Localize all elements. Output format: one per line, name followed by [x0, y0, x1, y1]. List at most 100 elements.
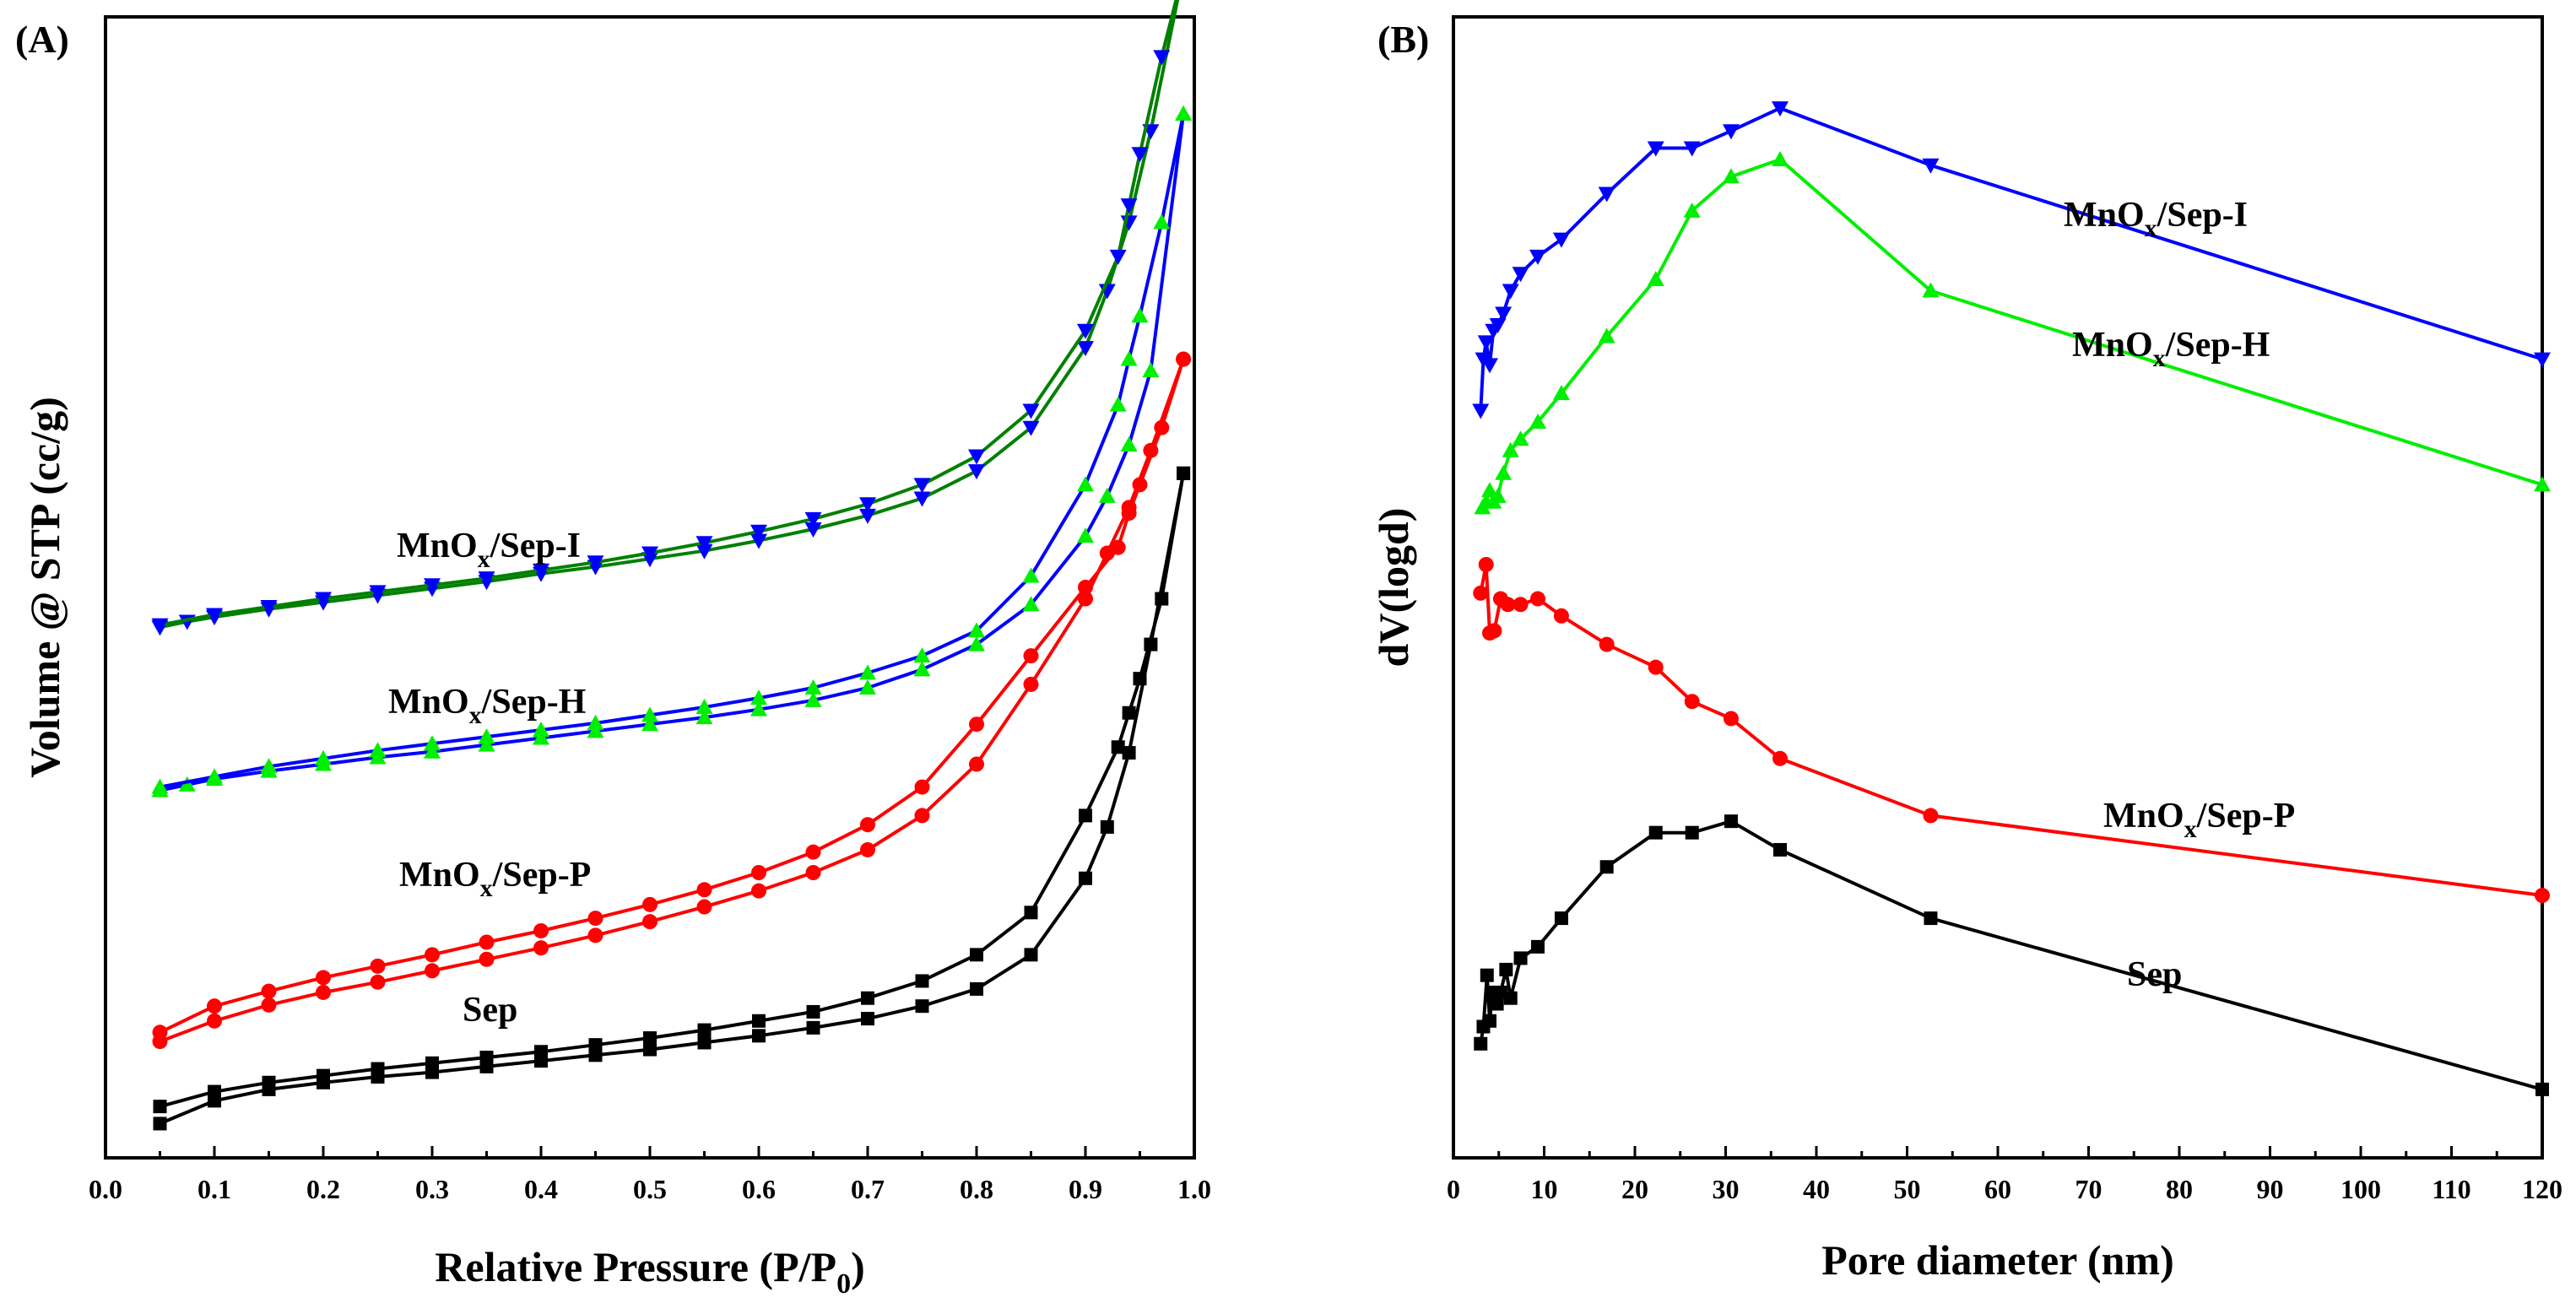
panel-a-mnox-sep-h-adsorption-point — [424, 743, 441, 759]
panel-a-mnox-sep-i-desorption-point — [478, 571, 495, 587]
panel-a-sep-desorption-point — [806, 1004, 820, 1019]
panel-a-mnox-sep-p-adsorption-point — [860, 841, 875, 857]
panel-b-mnox-sep-p-curve-point — [1529, 591, 1545, 607]
panel-a-mnox-sep-p-desorption-point — [152, 1025, 168, 1041]
panel-a-mnox-sep-h-adsorption-point — [533, 729, 549, 745]
panel-b-sep-curve-point — [1599, 860, 1614, 874]
panel-a-mnox-sep-h-desorption-point — [1131, 307, 1149, 323]
panel-a-sep-desorption-point — [317, 1068, 330, 1083]
panel-a-sep-adsorption-point — [1100, 819, 1114, 834]
panel-a-mnox-sep-h-adsorption-point — [804, 691, 822, 707]
panel-b-mnox-sep-h-curve-point — [1683, 202, 1701, 218]
panel-a-mnox-sep-p-desorption-point — [533, 922, 549, 938]
panel-a-mnox-sep-h-desorption-point — [206, 768, 223, 784]
panel-b-sep-curve-point — [1480, 968, 1494, 982]
panel-a-series-mnox-sep-i — [151, 0, 1180, 636]
panel-b-mnox-sep-h-curve-point — [1481, 482, 1498, 498]
panel-a-mnox-sep-h-adsorption-point — [913, 661, 931, 677]
panel-a-mnox-sep-i-adsorption-point — [859, 508, 876, 524]
panel-b-mnox-sep-i-curve-point — [1529, 249, 1546, 265]
panel-a-isotherm-chart: (A) Volume @ STP (cc/g) Relative Pressur… — [15, 0, 1211, 1300]
panel-a-mnox-sep-p-desorption-line — [159, 358, 1186, 1035]
panel-b-mnox-sep-h-curve-point — [1512, 430, 1529, 446]
panel-a-mnox-sep-h-desorption-point — [315, 749, 332, 765]
panel-b-mnox-sep-p-curve-point — [1723, 711, 1739, 727]
panel-a-mnox-sep-i-desorption-point — [1120, 198, 1138, 214]
panel-a-sep-adsorption-point — [697, 1035, 712, 1050]
panel-a-series-sep — [153, 466, 1191, 1131]
panel-a-mnox-sep-p-desorption-point — [860, 817, 875, 833]
panel-b-mnox-sep-h-curve-point — [1598, 327, 1615, 343]
panel-b-x-tick-label: 120 — [2522, 1174, 2562, 1204]
panel-a-sep-desorption-point — [153, 1100, 167, 1114]
panel-a-mnox-sep-h-desorption-point — [1175, 105, 1193, 121]
panel-b-mnox-sep-i-curve-point — [2534, 352, 2551, 368]
panel-b-x-tick-label: 90 — [2257, 1174, 2284, 1204]
panel-a-sep-desorption-point — [1079, 808, 1092, 823]
panel-b-sep-curve-point — [1554, 911, 1568, 926]
panel-a-mnox-sep-p-adsorption-point — [696, 899, 712, 915]
panel-a-mnox-sep-i-adsorption-point — [968, 464, 985, 480]
panel-b-mnox-sep-i-curve-point — [1489, 318, 1507, 334]
panel-a-sep-adsorption-point — [752, 1029, 766, 1043]
panel-a-series-mnox-sep-h — [151, 105, 1193, 797]
panel-a-mnox-sep-p-adsorption-point — [751, 883, 766, 899]
panel-a-x-ticks: 0.0 0.1 0.2 0.3 0.4 0.5 0.6 0.7 0.8 0.9 1.0 — [89, 1146, 1211, 1204]
panel-b-mnox-sep-i-curve-point — [1683, 141, 1701, 157]
panel-a-mnox-sep-h-desorption-point — [968, 622, 985, 638]
panel-a-mnox-sep-i-adsorption-line — [160, 0, 1180, 630]
panel-a-mnox-sep-h-desorption-point — [804, 679, 822, 695]
panel-a-mnox-sep-i-desorption-point — [968, 449, 985, 465]
panel-a-sep-adsorption-point — [153, 1116, 167, 1131]
panel-a-mnox-sep-p-adsorption-line — [159, 358, 1185, 1043]
panel-a-mnox-sep-i-desorption-point — [1077, 323, 1094, 339]
panel-b-sep-curve-point — [1530, 939, 1545, 954]
panel-a-mnox-sep-h-desorption-point — [478, 728, 495, 744]
panel-a-sep-adsorption-point — [1122, 746, 1136, 760]
panel-a-x-tick-label: 0.6 — [742, 1174, 776, 1204]
panel-b-x-tick-label: 0 — [1447, 1174, 1460, 1204]
panel-b-label-sep-h: MnOx/Sep-H — [2072, 326, 2270, 372]
panel-b-mnox-sep-p-curve-point — [1513, 597, 1529, 613]
panel-b-x-tick-label: 40 — [1803, 1174, 1830, 1204]
panel-b-mnox-sep-p-curve-point — [1684, 694, 1700, 710]
panel-b-y-axis-title: dV(logd) — [1370, 508, 1417, 668]
panel-b-mnox-sep-p-curve-point — [1648, 659, 1664, 675]
panel-b-x-tick-label: 80 — [2166, 1174, 2193, 1204]
panel-a-mnox-sep-h-desorption-point — [913, 647, 931, 663]
panel-a-series — [151, 0, 1193, 1131]
panel-a-sep-adsorption-point — [643, 1042, 657, 1057]
panel-b-mnox-sep-p-curve-point — [1772, 750, 1788, 766]
panel-a-sep-adsorption-point — [806, 1020, 820, 1035]
panel-a-x-tick-label: 0.1 — [198, 1174, 231, 1204]
panel-b-mnox-sep-p-curve-point — [1553, 608, 1569, 624]
panel-a-x-tick-label: 0.9 — [1069, 1174, 1102, 1204]
panel-a-sep-desorption-point — [1024, 906, 1038, 920]
panel-b-mnox-sep-h-curve-point — [1529, 413, 1546, 429]
panel-b-x-tick-label: 70 — [2075, 1174, 2102, 1204]
panel-a-mnox-sep-h-desorption-point — [1109, 396, 1127, 412]
panel-a-sep-adsorption-point — [1024, 948, 1038, 962]
panel-a-mnox-sep-p-adsorption-point — [914, 808, 930, 824]
panel-a-sep-desorption-point — [752, 1014, 766, 1028]
panel-a-mnox-sep-p-desorption-point — [642, 896, 658, 912]
panel-b-x-tick-label: 60 — [1984, 1174, 2011, 1204]
panel-a-mnox-sep-i-desorption-point — [1022, 403, 1040, 419]
panel-a-mnox-sep-h-desorption-point — [641, 706, 658, 722]
panel-b-mnox-sep-h-curve-point — [1922, 282, 1940, 298]
panel-a-mnox-sep-h-adsorption-point — [478, 736, 495, 752]
panel-b-x-tick-label: 100 — [2341, 1174, 2381, 1204]
panel-a-mnox-sep-p-desorption-point — [207, 998, 222, 1014]
panel-b-mnox-sep-p-curve-point — [1599, 636, 1615, 652]
panel-a-sep-adsorption-point — [861, 1012, 874, 1026]
panel-b-mnox-sep-i-curve-point — [1477, 335, 1495, 351]
panel-a-mnox-sep-i-desorption-point — [859, 497, 876, 513]
panel-a-mnox-sep-h-desorption-point — [151, 778, 169, 794]
panel-a-mnox-sep-h-desorption-point — [695, 698, 713, 714]
panel-a-mnox-sep-i-desorption-point — [1109, 249, 1127, 265]
panel-a-x-tick-label: 0.2 — [306, 1174, 340, 1204]
panel-b-sep-curve-point — [1499, 962, 1513, 976]
panel-b-mnox-sep-i-curve-point — [1722, 124, 1740, 140]
panel-a-mnox-sep-p-desorption-point — [1154, 419, 1170, 435]
